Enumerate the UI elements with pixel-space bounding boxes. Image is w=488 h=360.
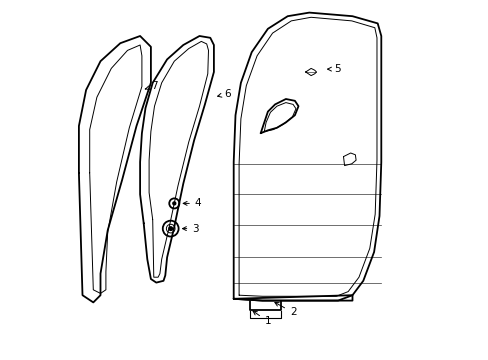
Text: 7: 7 (145, 81, 157, 91)
Text: 4: 4 (183, 198, 201, 208)
Text: 6: 6 (217, 89, 231, 99)
Text: 2: 2 (274, 302, 296, 318)
Text: 1: 1 (253, 311, 271, 327)
Text: 5: 5 (327, 64, 341, 74)
Circle shape (168, 227, 172, 230)
Circle shape (172, 202, 175, 205)
Text: 3: 3 (182, 224, 199, 234)
